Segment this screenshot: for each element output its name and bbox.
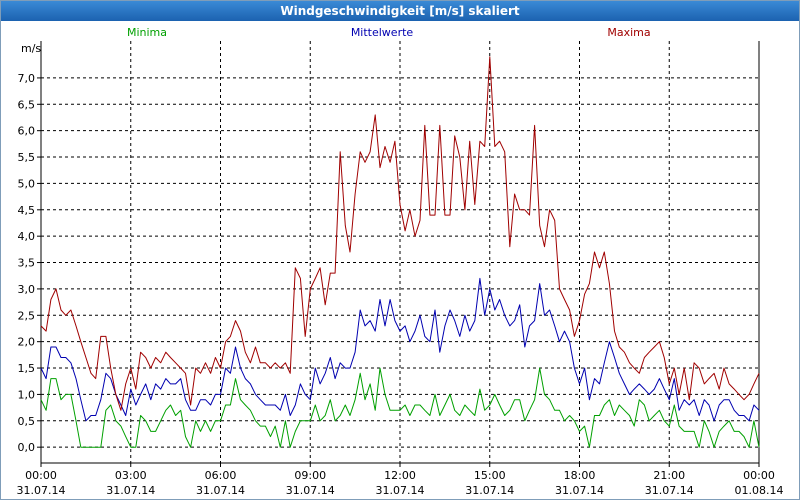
y-tick-label: 6,0 [18, 125, 36, 138]
y-tick-label: 1,0 [18, 388, 36, 401]
y-tick-label: 3,0 [18, 283, 36, 296]
y-tick-label: 2,5 [18, 309, 36, 322]
legend-mittelwerte: Mittelwerte [351, 26, 414, 39]
x-tick-time: 09:00 [294, 469, 326, 482]
x-tick-date: 31.07.14 [465, 484, 514, 497]
x-tick-time: 03:00 [115, 469, 147, 482]
series-line-maxima [40, 56, 760, 411]
y-axis-ticks: 0,0 0,5 1,0 1,5 2,0 2,5 3,0 3,5 4,0 4,5 5,0 5,5 6,0 6… [18, 72, 41, 454]
legend-maxima: Maxima [607, 26, 650, 39]
series-line-minima [40, 367, 760, 448]
y-tick-label: 4,5 [18, 204, 36, 217]
y-axis-label: m/s [21, 42, 41, 55]
y-tick-label: 7,0 [18, 72, 36, 85]
chart-legend: Minima Mittelwerte Maxima [127, 26, 651, 39]
x-tick-date: 31.07.14 [645, 484, 694, 497]
x-tick-time: 00:00 [25, 469, 57, 482]
x-tick-date: 31.07.14 [196, 484, 245, 497]
y-tick-label: 3,5 [18, 257, 36, 270]
x-tick-date: 31.07.14 [17, 484, 66, 497]
series-line-mittelwerte [40, 277, 760, 422]
chart-grid [41, 41, 759, 463]
y-tick-label: 0,0 [18, 441, 36, 454]
x-tick-time: 12:00 [384, 469, 416, 482]
x-tick-time: 06:00 [205, 469, 237, 482]
x-tick-date: 31.07.14 [555, 484, 604, 497]
y-tick-label: 1,5 [18, 362, 36, 375]
x-tick-time: 15:00 [474, 469, 506, 482]
y-tick-label: 6,5 [18, 98, 36, 111]
x-tick-time: 18:00 [564, 469, 596, 482]
y-tick-label: 5,5 [18, 151, 36, 164]
y-tick-label: 5,0 [18, 177, 36, 190]
x-tick-date: 31.07.14 [286, 484, 335, 497]
x-tick-date: 31.07.14 [376, 484, 425, 497]
chart-series-lines [40, 56, 760, 448]
chart-canvas: 0,0 0,5 1,0 1,5 2,0 2,5 3,0 3,5 4,0 4,5 5,0 5,5 6,0 6… [17, 26, 784, 497]
x-axis-ticks: 00:00 31.07.14 03:00 31.07.14 06:00 31.07.14 0… [17, 463, 784, 497]
x-tick-date: 01.08.14 [735, 484, 784, 497]
y-tick-label: 4,0 [18, 230, 36, 243]
y-tick-label: 2,0 [18, 336, 36, 349]
x-tick-time: 00:00 [743, 469, 775, 482]
legend-minima: Minima [127, 26, 167, 39]
y-tick-label: 0,5 [18, 415, 36, 428]
x-tick-date: 31.07.14 [106, 484, 155, 497]
chart-title: Windgeschwindigkeit [m/s] skaliert [1, 1, 799, 21]
x-tick-time: 21:00 [653, 469, 685, 482]
